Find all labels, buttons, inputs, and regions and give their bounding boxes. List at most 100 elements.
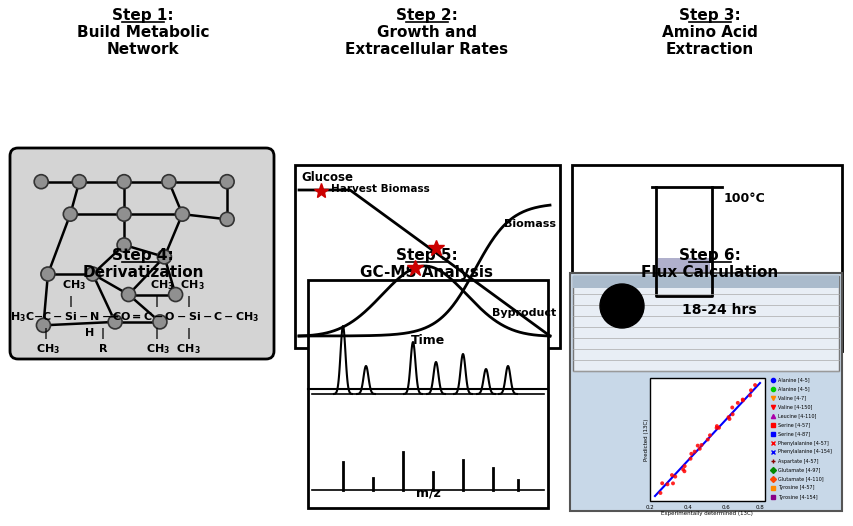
Text: Growth and: Growth and — [376, 25, 477, 40]
Point — [742, 391, 756, 400]
Point — [724, 403, 738, 412]
Circle shape — [162, 175, 176, 189]
Circle shape — [73, 175, 86, 189]
Text: Predicted (13C): Predicted (13C) — [644, 419, 649, 461]
Text: 0.6: 0.6 — [721, 505, 729, 510]
Text: $\mathbf{-}$: $\mathbf{-}$ — [107, 310, 119, 323]
Circle shape — [117, 207, 131, 221]
Text: 100°C: 100°C — [723, 192, 765, 205]
Text: Valine [4-150]: Valine [4-150] — [777, 404, 811, 410]
Point — [665, 479, 679, 488]
Bar — [685, 299, 695, 308]
Point — [730, 399, 744, 407]
Text: Step 1:: Step 1: — [112, 8, 174, 23]
Circle shape — [157, 250, 171, 264]
Text: Step 6:: Step 6: — [678, 248, 740, 263]
Circle shape — [41, 267, 55, 281]
Bar — [572, 165, 841, 351]
Text: Step 2:: Step 2: — [396, 8, 457, 23]
Bar — [308, 280, 548, 508]
Text: $\mathbf{|}$: $\mathbf{|}$ — [68, 294, 73, 309]
Point — [664, 471, 678, 479]
Text: Extraction: Extraction — [665, 42, 753, 57]
Text: Amino Acid: Amino Acid — [661, 25, 757, 40]
Bar — [672, 299, 682, 308]
Circle shape — [600, 284, 643, 328]
Bar — [569, 273, 841, 511]
Text: Leucine [4-110]: Leucine [4-110] — [777, 413, 815, 419]
Text: $\mathbf{|\ \ \ \ \ \ \ \ |}$: $\mathbf{|\ \ \ \ \ \ \ \ |}$ — [154, 294, 191, 309]
Text: Flux Calculation: Flux Calculation — [641, 265, 778, 280]
Point — [722, 415, 735, 423]
Bar — [294, 165, 560, 348]
Circle shape — [85, 267, 100, 281]
Text: Biomass: Biomass — [503, 219, 555, 229]
Point — [692, 444, 705, 453]
Text: Derivatization: Derivatization — [82, 265, 204, 280]
Text: Time: Time — [410, 333, 444, 347]
Circle shape — [153, 315, 166, 329]
Polygon shape — [657, 258, 709, 294]
Bar — [653, 291, 783, 329]
Circle shape — [121, 288, 136, 301]
Point — [677, 462, 691, 470]
Point — [747, 381, 761, 389]
Circle shape — [220, 175, 234, 189]
Point — [683, 454, 697, 463]
Point — [668, 472, 682, 481]
Text: Alanine [4-5]: Alanine [4-5] — [777, 387, 809, 391]
Point — [709, 422, 722, 430]
Bar — [649, 378, 764, 501]
Point — [709, 423, 722, 432]
Circle shape — [63, 207, 78, 221]
Point — [721, 413, 734, 421]
Bar — [572, 276, 838, 288]
Text: Step 3:: Step 3: — [678, 8, 740, 23]
Text: Tyrosine [4-154]: Tyrosine [4-154] — [777, 494, 816, 500]
Text: Phenylalanine [4-154]: Phenylalanine [4-154] — [777, 450, 831, 454]
Text: Valine [4-7]: Valine [4-7] — [777, 396, 805, 400]
Text: $\mathbf{CH_3}$: $\mathbf{CH_3}$ — [36, 342, 61, 356]
Point — [735, 396, 749, 404]
Point — [690, 441, 704, 450]
Text: Alanine [4-5]: Alanine [4-5] — [777, 378, 809, 382]
Text: m/z: m/z — [415, 487, 440, 500]
Text: Glucose: Glucose — [300, 171, 352, 184]
Text: Aspartate [4-57]: Aspartate [4-57] — [777, 459, 817, 463]
Text: $\mathbf{|\ \ \ \ \ \ \ \ |}$: $\mathbf{|\ \ \ \ \ \ \ \ |}$ — [154, 326, 191, 341]
Point — [676, 467, 690, 476]
Text: $\mathbf{|}$: $\mathbf{|}$ — [100, 326, 105, 341]
Circle shape — [220, 213, 234, 226]
Point — [660, 480, 674, 489]
Point — [676, 465, 689, 473]
Text: Glutamate [4-97]: Glutamate [4-97] — [777, 468, 820, 472]
Circle shape — [117, 175, 131, 189]
Text: $\mathbf{H}$: $\mathbf{H}$ — [84, 326, 94, 338]
Text: $\mathbf{O=C-O-Si-C-CH_3}$: $\mathbf{O=C-O-Si-C-CH_3}$ — [120, 310, 259, 324]
Circle shape — [108, 315, 122, 329]
Circle shape — [37, 318, 50, 332]
Text: $\mathbf{H_3C}$$\mathbf{-C-Si-N-C}$: $\mathbf{H_3C}$$\mathbf{-C-Si-N-C}$ — [10, 310, 122, 324]
Point — [702, 431, 716, 440]
Text: $\mathbf{CH_3}$: $\mathbf{CH_3}$ — [62, 278, 86, 292]
Point — [684, 450, 698, 458]
Point — [743, 386, 757, 394]
Point — [653, 489, 666, 497]
Text: $\mathbf{CH_3\ \ CH_3}$: $\mathbf{CH_3\ \ CH_3}$ — [146, 342, 200, 356]
Text: 0.2: 0.2 — [645, 505, 653, 510]
Text: Serine [4-57]: Serine [4-57] — [777, 422, 809, 428]
Text: Phenylalanine [4-57]: Phenylalanine [4-57] — [777, 440, 827, 446]
Text: Serine [4-87]: Serine [4-87] — [777, 431, 809, 437]
Text: Glutamate [4-110]: Glutamate [4-110] — [777, 477, 822, 481]
Point — [687, 448, 700, 456]
Point — [654, 479, 668, 488]
Text: $\mathbf{|}$: $\mathbf{|}$ — [43, 326, 48, 341]
Point — [693, 441, 707, 449]
Point — [725, 410, 739, 419]
Text: Extracellular Rates: Extracellular Rates — [345, 42, 508, 57]
Point — [700, 436, 714, 444]
Circle shape — [34, 175, 48, 189]
Text: $\mathbf{R}$: $\mathbf{R}$ — [98, 342, 108, 354]
Text: Step 5:: Step 5: — [396, 248, 457, 263]
Point — [711, 423, 725, 432]
